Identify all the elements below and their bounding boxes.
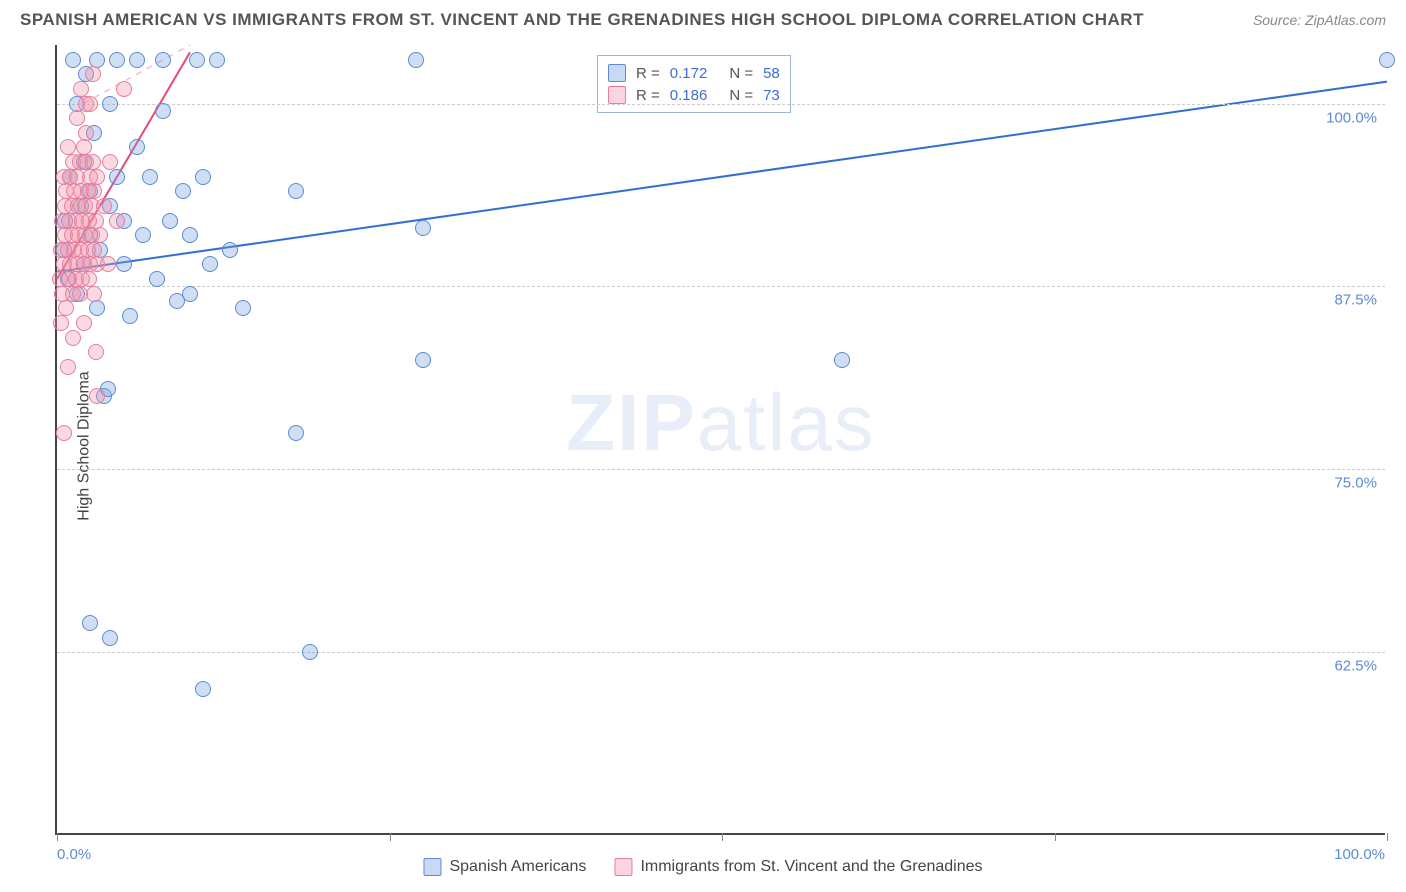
scatter-point [56, 425, 72, 441]
scatter-point [88, 213, 104, 229]
scatter-point [116, 81, 132, 97]
scatter-point [65, 330, 81, 346]
scatter-point [1379, 52, 1395, 68]
scatter-point [86, 286, 102, 302]
scatter-point [149, 271, 165, 287]
scatter-point [202, 256, 218, 272]
scatter-point [89, 52, 105, 68]
scatter-point [60, 139, 76, 155]
scatter-point [222, 242, 238, 258]
scatter-point [85, 154, 101, 170]
scatter-point [116, 256, 132, 272]
swatch-pink-icon [614, 858, 632, 876]
scatter-point [129, 52, 145, 68]
scatter-point [142, 169, 158, 185]
scatter-point [85, 66, 101, 82]
legend-label-series2: Immigrants from St. Vincent and the Gren… [640, 858, 982, 876]
scatter-point [102, 96, 118, 112]
x-tick-mark [1387, 833, 1388, 841]
x-tick-mark [57, 833, 58, 841]
scatter-point [92, 227, 108, 243]
scatter-point [175, 183, 191, 199]
scatter-point [155, 103, 171, 119]
scatter-point [96, 198, 112, 214]
scatter-point [72, 286, 88, 302]
x-tick-mark [1055, 833, 1056, 841]
scatter-point [109, 213, 125, 229]
x-tick-label: 0.0% [57, 846, 91, 863]
y-tick-label: 87.5% [1334, 292, 1377, 309]
gridline [57, 104, 1385, 105]
x-tick-label: 100.0% [1334, 846, 1385, 863]
scatter-point [89, 169, 105, 185]
scatter-point [189, 52, 205, 68]
scatter-point [102, 630, 118, 646]
scatter-point [288, 425, 304, 441]
scatter-point [78, 125, 94, 141]
chart-title: SPANISH AMERICAN VS IMMIGRANTS FROM ST. … [20, 10, 1144, 30]
scatter-point [129, 139, 145, 155]
y-tick-label: 75.0% [1334, 475, 1377, 492]
source-attribution: Source: ZipAtlas.com [1253, 12, 1386, 28]
scatter-point [408, 52, 424, 68]
scatter-point [209, 52, 225, 68]
scatter-point [288, 183, 304, 199]
scatter-point [69, 110, 85, 126]
scatter-point [73, 81, 89, 97]
scatter-point [182, 286, 198, 302]
scatter-point [82, 615, 98, 631]
scatter-point [76, 139, 92, 155]
scatter-point [155, 52, 171, 68]
scatter-point [89, 388, 105, 404]
scatter-point [122, 308, 138, 324]
scatter-point [58, 300, 74, 316]
scatter-point [82, 96, 98, 112]
scatter-point [86, 242, 102, 258]
trend-line [57, 82, 1387, 272]
series-legend: Spanish Americans Immigrants from St. Vi… [423, 858, 982, 876]
chart-plot-area: ZIPatlas R = 0.172 N = 58 R = 0.186 N = … [55, 45, 1385, 835]
scatter-point [89, 300, 105, 316]
legend-item-series2: Immigrants from St. Vincent and the Gren… [614, 858, 982, 876]
scatter-point [60, 359, 76, 375]
swatch-blue-icon [423, 858, 441, 876]
trend-lines-layer [57, 45, 1385, 833]
scatter-point [235, 300, 251, 316]
scatter-point [76, 315, 92, 331]
scatter-point [302, 644, 318, 660]
scatter-point [86, 183, 102, 199]
scatter-point [182, 227, 198, 243]
legend-label-series1: Spanish Americans [449, 858, 586, 876]
x-tick-mark [722, 833, 723, 841]
scatter-point [834, 352, 850, 368]
scatter-point [88, 344, 104, 360]
gridline [57, 286, 1385, 287]
scatter-point [100, 256, 116, 272]
scatter-point [109, 52, 125, 68]
legend-item-series1: Spanish Americans [423, 858, 586, 876]
scatter-point [135, 227, 151, 243]
scatter-point [415, 352, 431, 368]
scatter-point [195, 681, 211, 697]
scatter-point [102, 154, 118, 170]
scatter-point [162, 213, 178, 229]
scatter-point [81, 271, 97, 287]
scatter-point [109, 169, 125, 185]
y-tick-label: 100.0% [1326, 109, 1377, 126]
scatter-point [65, 52, 81, 68]
gridline [57, 469, 1385, 470]
x-tick-mark [390, 833, 391, 841]
scatter-point [415, 220, 431, 236]
y-tick-label: 62.5% [1334, 658, 1377, 675]
scatter-point [53, 315, 69, 331]
scatter-point [195, 169, 211, 185]
gridline [57, 652, 1385, 653]
